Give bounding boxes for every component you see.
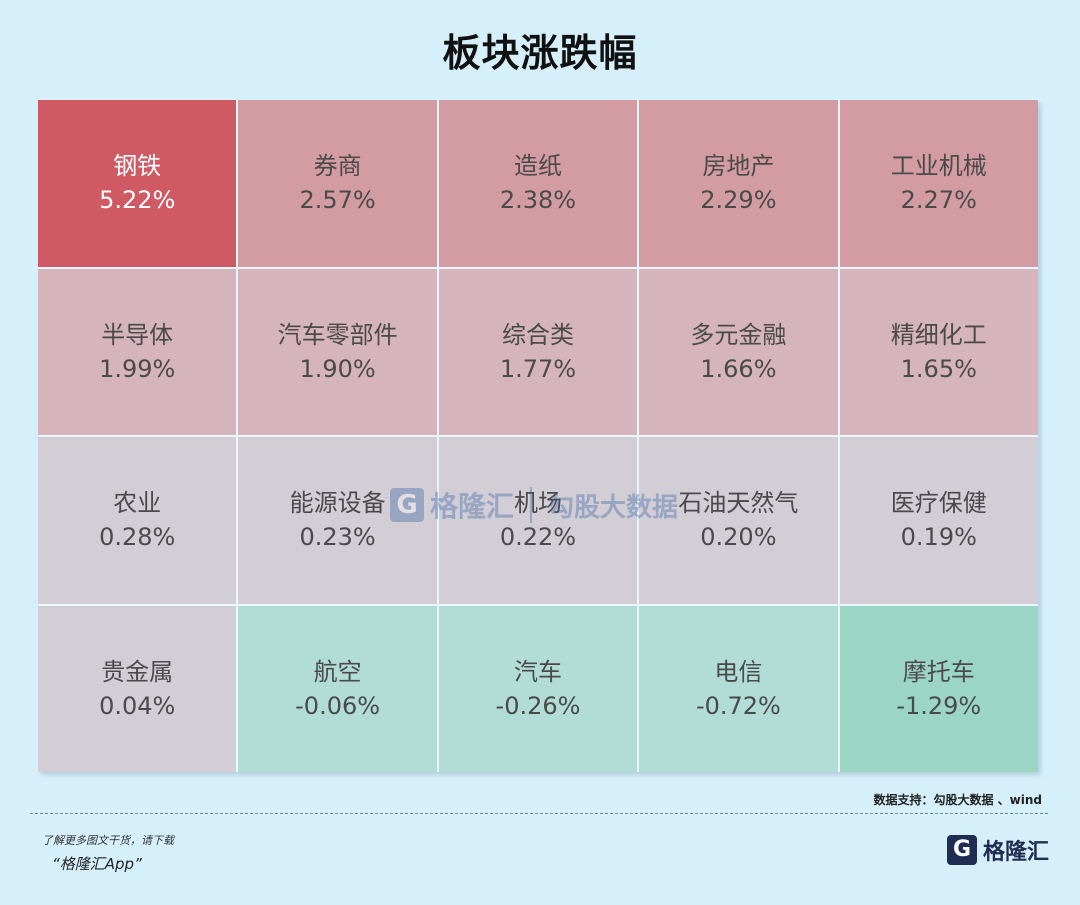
- heatmap-cell: 石油天然气 0.20%: [639, 437, 838, 604]
- sector-change-value: 0.23%: [299, 523, 376, 552]
- sector-name: 汽车零部件: [277, 320, 398, 349]
- heatmap-grid: 钢铁 5.22% 券商 2.57% 造纸 2.38% 房地产 2.29% 工业机械 2.27% 半导…: [38, 100, 1038, 772]
- heatmap-cell: 航空 -0.06%: [238, 605, 437, 772]
- sector-name: 机场: [513, 489, 562, 518]
- heatmap-cell: 能源设备 0.23%: [238, 437, 437, 604]
- sector-change-value: 2.38%: [499, 186, 577, 215]
- sector-change-value: 0.20%: [700, 523, 777, 552]
- heatmap-cell: 工业机械 2.27%: [839, 100, 1038, 267]
- sector-name: 综合类: [501, 320, 574, 349]
- sector-change-value: 1.66%: [700, 354, 777, 383]
- sector-name: 多元金融: [690, 320, 787, 349]
- sector-name: 造纸: [513, 152, 562, 181]
- sector-name: 摩托车: [902, 657, 975, 686]
- heatmap-cell: 券商 2.57%: [238, 100, 437, 267]
- heatmap-cell: 贵金属 0.04%: [38, 605, 237, 772]
- heatmap-cell: 农业 0.28%: [38, 437, 237, 604]
- sector-name: 房地产: [702, 152, 775, 181]
- sector-change-value: 5.22%: [99, 186, 176, 215]
- footer-divider: [30, 813, 1048, 814]
- sector-change-value: 0.28%: [99, 523, 176, 552]
- heatmap-cell: 综合类 1.77%: [438, 268, 638, 435]
- sector-change-value: 1.77%: [499, 354, 577, 383]
- sector-name: 能源设备: [289, 489, 386, 518]
- heatmap-cell: 钢铁 5.22%: [38, 100, 237, 267]
- brand-logo-icon: G: [947, 835, 977, 865]
- brand-name: 格隆汇: [983, 840, 1050, 865]
- sector-change-value: -0.72%: [695, 691, 781, 720]
- sector-name: 汽车: [513, 657, 562, 686]
- sector-change-value: 2.27%: [900, 186, 977, 215]
- heatmap-cell: 精细化工 1.65%: [839, 268, 1038, 435]
- sector-change-value: -0.26%: [495, 691, 581, 720]
- sector-change-value: 0.22%: [499, 523, 577, 552]
- sector-change-value: 2.57%: [299, 186, 376, 215]
- sector-name: 电信: [714, 657, 763, 686]
- sector-change-value: 1.65%: [900, 354, 977, 383]
- sector-name: 钢铁: [113, 152, 162, 181]
- sector-name: 医疗保健: [890, 489, 987, 518]
- heatmap-cell: 多元金融 1.66%: [639, 268, 838, 435]
- sector-name: 农业: [113, 489, 162, 518]
- sector-change-value: -0.06%: [295, 691, 381, 720]
- footer-app-name: “格隆汇App”: [52, 855, 142, 873]
- sector-name: 半导体: [101, 320, 174, 349]
- sector-change-value: 0.19%: [900, 523, 977, 552]
- heatmap-panel: 钢铁 5.22% 券商 2.57% 造纸 2.38% 房地产 2.29% 工业机械 2.27% 半导…: [38, 100, 1038, 772]
- sector-name: 精细化工: [890, 320, 987, 349]
- heatmap-cell: 机场 0.22%: [438, 437, 638, 604]
- footer-hint: 了解更多图文干货，请下载: [42, 834, 174, 847]
- heatmap-cell: 医疗保健 0.19%: [839, 437, 1038, 604]
- brand-logo: G 格隆汇: [947, 832, 1049, 868]
- sector-change-value: 1.90%: [299, 354, 376, 383]
- sector-name: 券商: [313, 152, 362, 181]
- sector-name: 贵金属: [101, 657, 174, 686]
- heatmap-cell: 电信 -0.72%: [639, 605, 838, 772]
- heatmap-cell: 汽车零部件 1.90%: [238, 268, 437, 435]
- sector-name: 石油天然气: [678, 489, 799, 518]
- chart-title: 板块涨跌幅: [442, 31, 638, 75]
- sector-change-value: -1.29%: [896, 691, 982, 720]
- data-source: 数据支持：勾股大数据 、wind: [873, 793, 1042, 807]
- sector-change-value: 0.04%: [99, 691, 176, 720]
- heatmap-cell: 摩托车 -1.29%: [839, 605, 1038, 772]
- heatmap-cell: 房地产 2.29%: [639, 100, 838, 267]
- heatmap-cell: 汽车 -0.26%: [438, 605, 638, 772]
- heatmap-cell: 半导体 1.99%: [38, 268, 237, 435]
- heatmap-cell: 造纸 2.38%: [438, 100, 638, 267]
- sector-name: 工业机械: [890, 152, 987, 181]
- sector-name: 航空: [313, 657, 362, 686]
- sector-change-value: 1.99%: [99, 354, 176, 383]
- sector-change-value: 2.29%: [700, 186, 777, 215]
